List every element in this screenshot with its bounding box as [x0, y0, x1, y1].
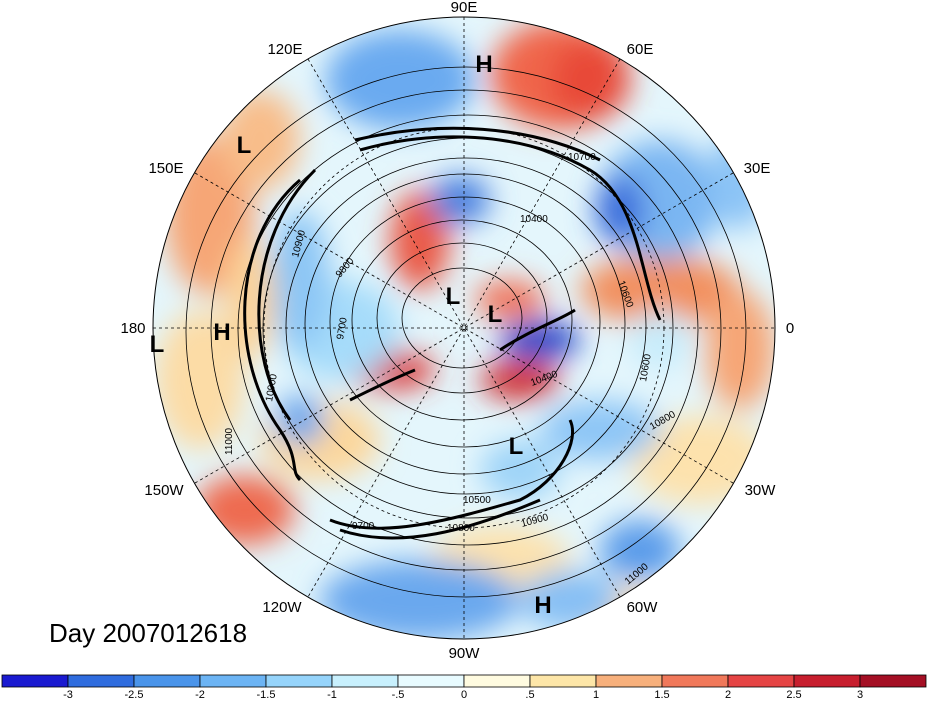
colorbar-swatches — [1, 674, 927, 688]
low-center-marker: L — [488, 301, 503, 328]
colorbar: -3 -2.5 -2 -1.5 -1 -.5 0 .5 1 1.5 2 2.5 3 — [0, 674, 928, 702]
colorbar-tick-label: 2 — [724, 689, 732, 701]
map-boundary — [152, 16, 776, 640]
colorbar-swatch — [529, 674, 597, 688]
colorbar-tick-label: -1 — [327, 689, 337, 701]
high-center-marker: H — [475, 51, 492, 78]
colorbar-swatch — [397, 674, 465, 688]
contour-label: 10800 — [447, 523, 475, 534]
colorbar-tick-label: 3 — [856, 689, 864, 701]
colorbar-swatch — [727, 674, 795, 688]
colorbar-tick-label: .5 — [525, 689, 535, 701]
low-center-marker: L — [509, 433, 524, 460]
contour-label: 10500 — [463, 495, 491, 506]
colorbar-swatch — [661, 674, 729, 688]
contour-label: 10400 — [520, 214, 548, 225]
colorbar-swatch — [331, 674, 399, 688]
colorbar-swatch — [265, 674, 333, 688]
colorbar-tick-label: -3 — [63, 689, 73, 701]
colorbar-swatch — [1, 674, 69, 688]
contour-label: 10700 — [568, 152, 596, 163]
lon-label-90e: 90E — [451, 0, 478, 16]
lon-label-150w: 150W — [144, 482, 184, 499]
contour-label: 10900 — [264, 373, 280, 403]
contour-label: 9700 — [352, 521, 375, 532]
colorbar-tick-label: 0 — [460, 689, 468, 701]
colorbar-swatch — [859, 674, 927, 688]
contour-label: 10600 — [638, 353, 654, 383]
lon-label-0: 0 — [786, 320, 794, 337]
lon-label-60w: 60W — [627, 599, 659, 616]
graticule — [153, 17, 775, 639]
day-title: Day 2007012618 — [49, 618, 248, 648]
high-center-marker: H — [213, 319, 230, 346]
colorbar-swatch — [595, 674, 663, 688]
colorbar-swatch — [199, 674, 267, 688]
colorbar-tick-label: -1.5 — [256, 689, 276, 701]
colorbar-tick-label: -2.5 — [124, 689, 144, 701]
colorbar-swatch — [133, 674, 201, 688]
colorbar-tick-label: 1 — [592, 689, 600, 701]
high-center-marker: H — [534, 592, 551, 619]
low-center-marker: L — [150, 331, 165, 358]
lon-label-180: 180 — [120, 320, 145, 337]
colorbar-tick-label: -.5 — [391, 689, 405, 701]
lon-label-30e: 30E — [744, 160, 771, 177]
colorbar-swatch — [793, 674, 861, 688]
low-center-marker: L — [237, 132, 252, 159]
lon-label-90w: 90W — [449, 645, 481, 662]
polar-stereographic-map: 90E 60E 30E 0 30W 60W 90W 120W 150W 180 … — [120, 0, 794, 662]
lon-label-30w: 30W — [745, 482, 777, 499]
low-center-marker: L — [446, 283, 461, 310]
colorbar-tick-label: -2 — [195, 689, 205, 701]
colorbar-tick-label: 2.5 — [786, 689, 802, 701]
height-contours — [185, 66, 747, 598]
lon-label-120w: 120W — [262, 599, 302, 616]
contour-label: 11000 — [224, 427, 235, 455]
colorbar-swatch — [463, 674, 531, 688]
colorbar-swatch — [67, 674, 135, 688]
lon-label-60e: 60E — [627, 41, 654, 58]
lon-label-150e: 150E — [148, 160, 183, 177]
colorbar-tick-label: 1.5 — [654, 689, 670, 701]
lon-label-120e: 120E — [267, 41, 302, 58]
contour-label: 9700 — [335, 316, 350, 340]
